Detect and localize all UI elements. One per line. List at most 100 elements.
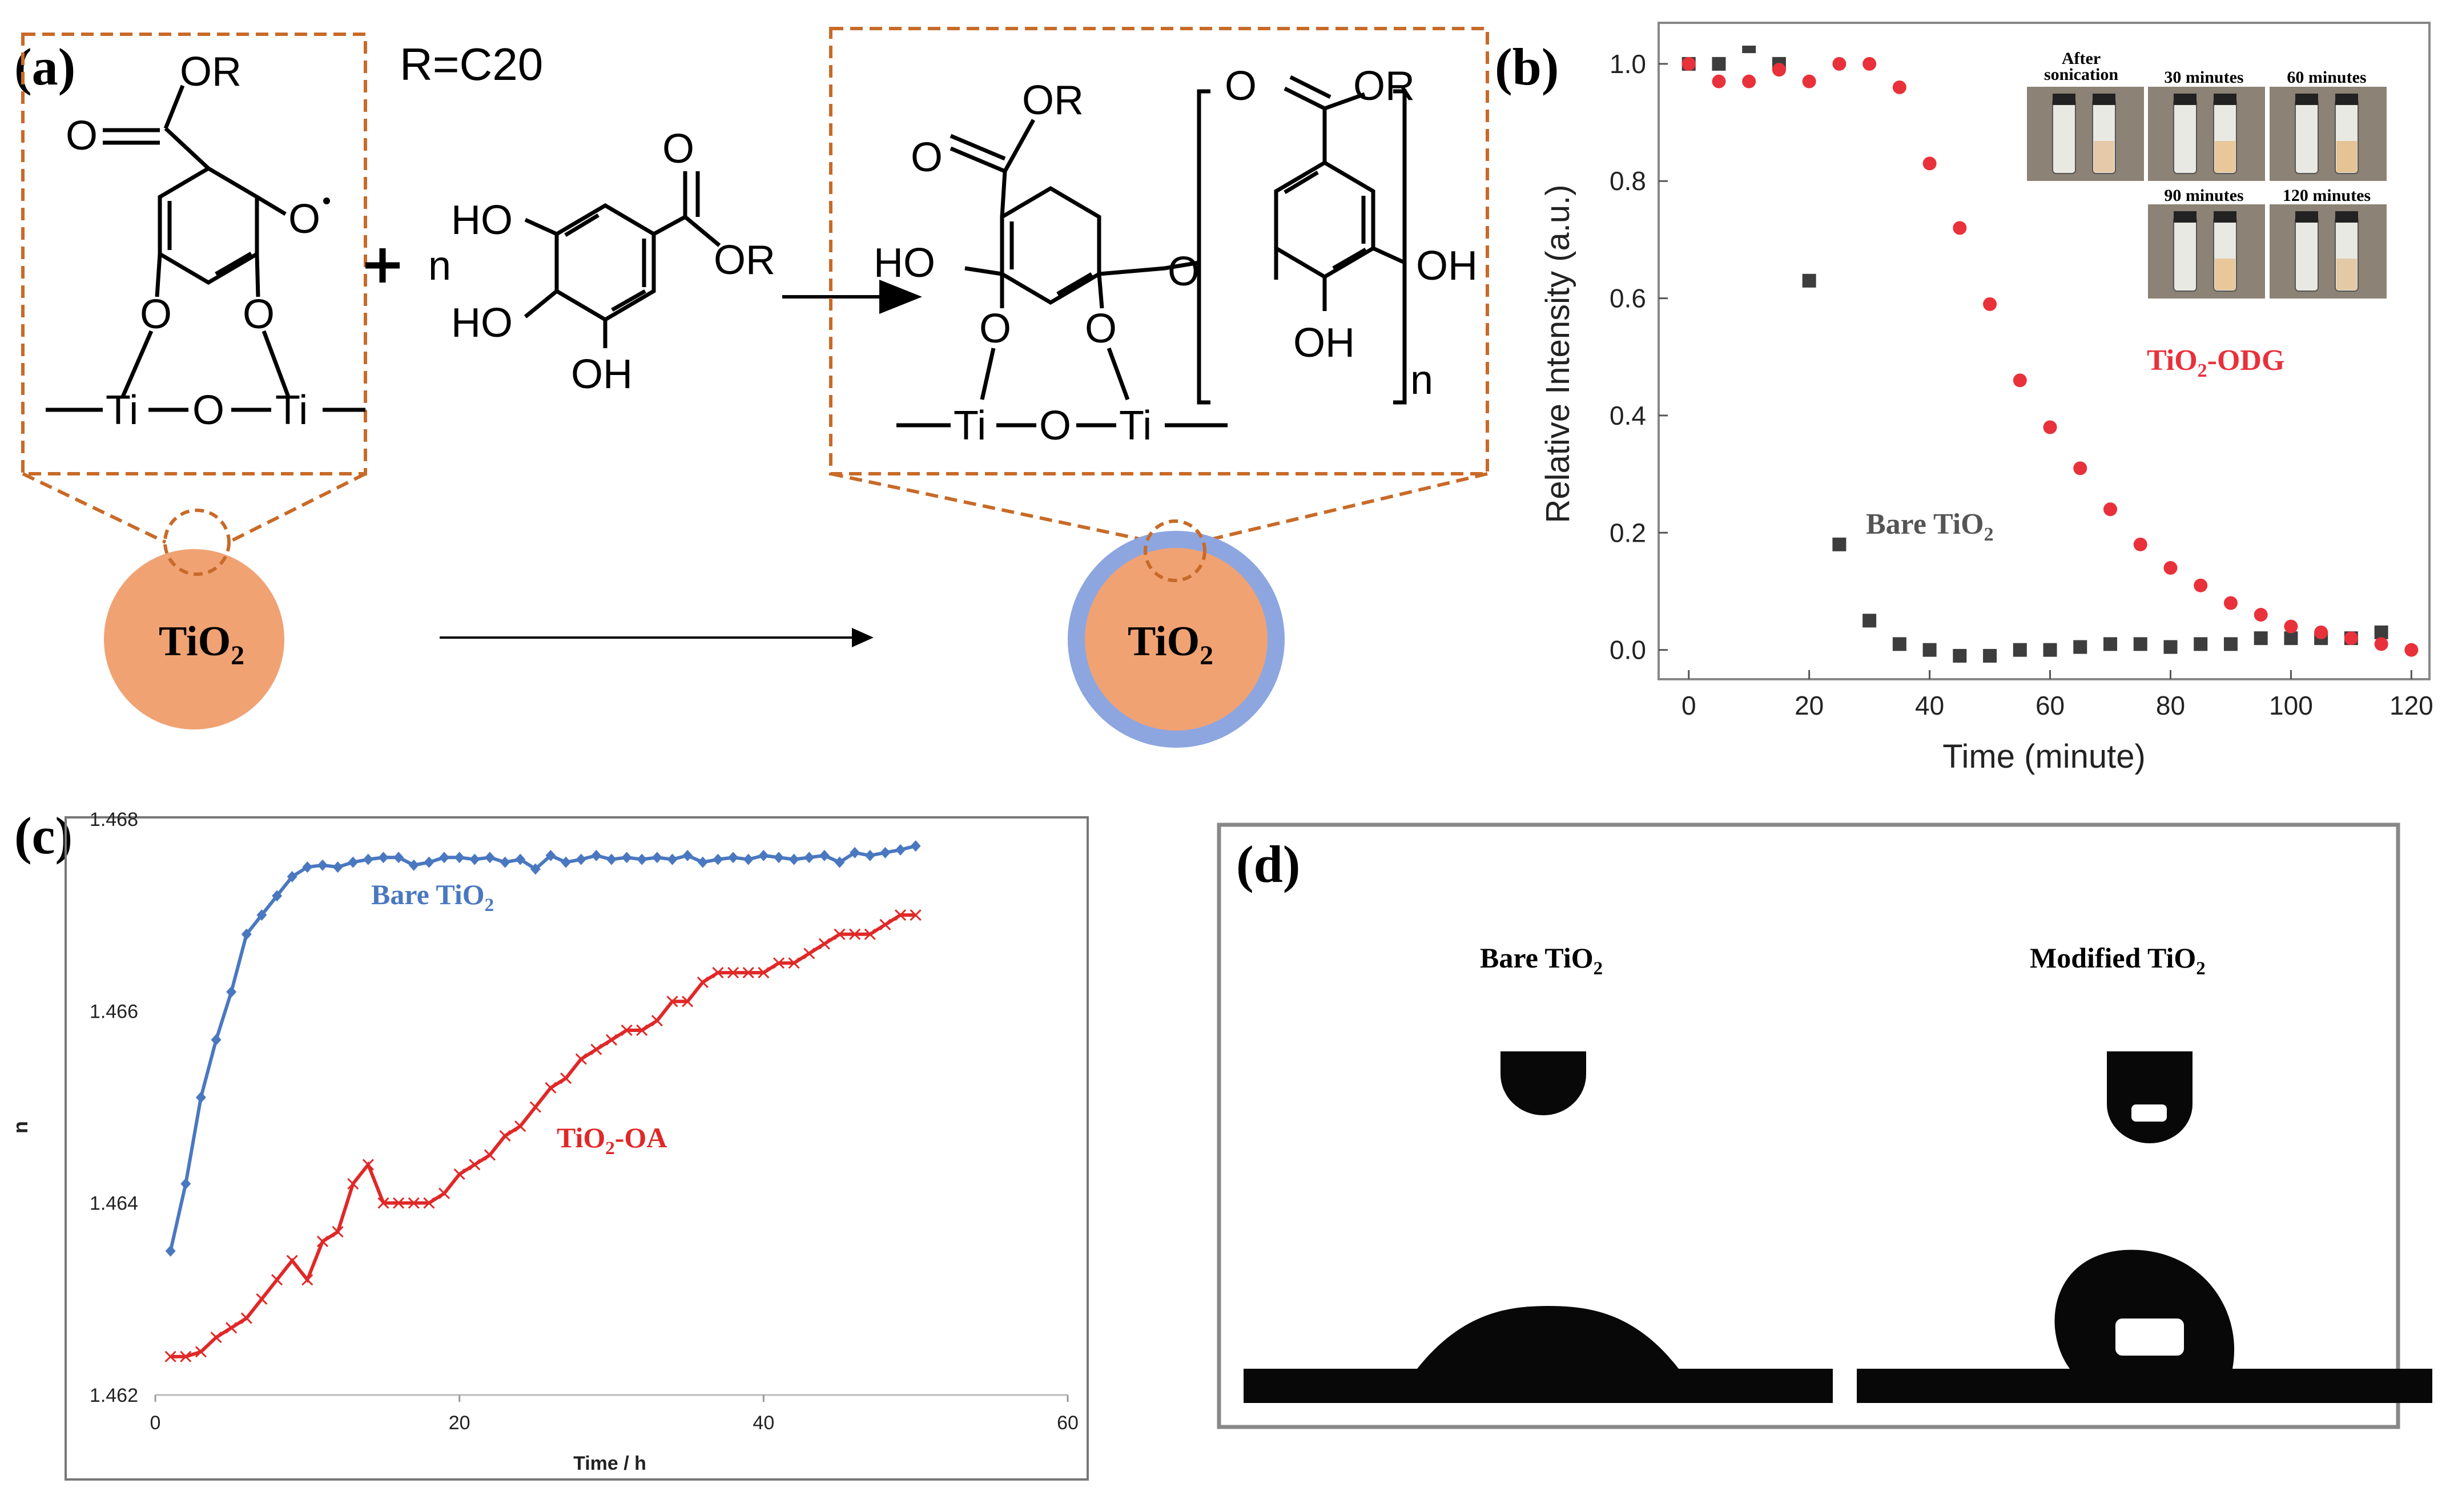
left-o1: O	[140, 292, 172, 337]
x-marker-stroke	[727, 967, 739, 979]
x-tick-label: 120	[2389, 691, 2433, 720]
tio2-oa-point	[286, 1255, 298, 1267]
vial-cap	[2295, 94, 2318, 105]
bare-tio2-point	[226, 986, 237, 998]
tio2-oa-point	[803, 947, 815, 959]
tio2-oa-point	[575, 1053, 587, 1065]
vial-sediment	[2336, 141, 2357, 172]
chart-c-frame	[65, 816, 1089, 1481]
x-marker-stroke	[195, 1346, 207, 1358]
bare-tio2-point	[1862, 614, 1877, 628]
bare-tio2-point	[1742, 46, 1756, 54]
bare-tio2-point	[1922, 643, 1937, 657]
x-tick-label: 0	[150, 1412, 161, 1434]
tio2-oa-point	[256, 1293, 268, 1305]
panel-d: (d) Bare TiO2 Modified TiO2	[1217, 822, 2432, 1429]
x-marker-stroke	[164, 1350, 176, 1362]
bare-tio2-point	[165, 1245, 176, 1257]
vial-cap	[2174, 211, 2197, 223]
right-o4: O	[1085, 306, 1117, 352]
vial-sediment	[2094, 141, 2114, 172]
right-o2: O	[1225, 63, 1257, 109]
bare-tio2-point	[2223, 637, 2238, 651]
bare-tio2-point	[211, 1034, 222, 1046]
tio2-odg-point	[2194, 578, 2208, 592]
tio2-odg-point	[1802, 74, 1816, 88]
x-marker-stroke	[575, 1053, 587, 1065]
bare-tio2-point	[895, 844, 906, 856]
tio2-odg-point	[2163, 561, 2178, 575]
right-or2: OR	[1353, 63, 1415, 109]
chart-b-points	[1681, 46, 2419, 663]
chart-c-xlabel: Time / h	[573, 1453, 646, 1474]
bare-tio2-point	[1892, 637, 1906, 651]
right-o1: O	[911, 135, 943, 180]
tio2-oa-point	[484, 1149, 496, 1161]
panel-b-label: (b)	[1495, 38, 1559, 96]
x-marker-stroke	[226, 1322, 238, 1334]
vial-photo	[2027, 87, 2144, 181]
inset-30min: 30 minutes	[2164, 68, 2243, 87]
x-marker-stroke	[560, 1072, 572, 1084]
tio2-oa-point	[666, 995, 678, 1007]
tio2-oa-point	[590, 1043, 602, 1055]
tio2-odg-point	[2344, 631, 2358, 646]
bare-tio2-point	[287, 870, 297, 882]
x-marker-stroke	[210, 1332, 222, 1344]
left-surface-fragment	[46, 84, 365, 412]
bare-tio2-point	[713, 853, 723, 865]
bare-tio2-point	[2073, 640, 2087, 654]
tio2-oa-point	[560, 1072, 572, 1084]
bare-substrate	[1244, 1369, 1833, 1403]
bare-tio2-point	[256, 909, 267, 921]
y-tick-label: 1.466	[90, 1001, 138, 1022]
tio2-oa-point	[393, 1197, 405, 1209]
vial-left	[2173, 216, 2197, 292]
vial-photo	[2148, 87, 2265, 181]
bare-tio2-point	[302, 861, 313, 873]
tio2-oa-point	[408, 1197, 420, 1209]
tio2-oa-point	[423, 1197, 435, 1209]
tio2-odg-point	[2043, 420, 2057, 434]
left-o2: O	[243, 292, 275, 337]
tio2-odg-point	[1983, 297, 1997, 311]
x-tick-label: 60	[1057, 1412, 1079, 1434]
chart-b-bare-label: Bare TiO2	[1866, 508, 1994, 545]
y-tick-label: 1.462	[90, 1385, 138, 1406]
tio2-oa-point	[514, 1120, 526, 1132]
x-marker-stroke	[301, 1274, 313, 1286]
bare-tio2-point	[2043, 643, 2057, 657]
x-marker-stroke	[362, 1159, 374, 1171]
x-marker-stroke	[803, 947, 815, 959]
tio2-odg-point	[1681, 57, 1696, 71]
vial-sediment	[2336, 259, 2357, 290]
tio2-oa-point	[788, 957, 800, 969]
bare-tio2-point	[378, 852, 389, 864]
tio2-oa-point	[727, 967, 739, 979]
gallate-atoms: O OR HO HO OH	[451, 126, 775, 397]
chart-b-xlabel: Time (minute)	[1942, 738, 2146, 775]
right-o3: O	[979, 306, 1011, 352]
bare-tio2-point	[348, 856, 359, 868]
bare-tio2-point	[500, 856, 510, 868]
x-marker-stroke	[712, 967, 724, 979]
left-o-bridge: O	[192, 388, 224, 433]
inset-60min: 60 minutes	[2287, 68, 2366, 87]
right-ho: HO	[874, 240, 935, 286]
x-marker-stroke	[499, 1130, 511, 1142]
chart-b-ylabel: Relative Intensity (a.u.)	[1539, 184, 1576, 523]
bare-tio2-point	[1983, 648, 1997, 663]
y-tick-label: 0.6	[1610, 284, 1646, 313]
tio2-oa-point	[316, 1235, 329, 1247]
tio2-oa-point	[651, 1015, 663, 1027]
vial-cap	[2093, 94, 2115, 105]
bare-tio2-point	[272, 890, 283, 902]
left-zoom-box	[21, 33, 367, 544]
tio2-oa-point	[712, 967, 724, 979]
tio2-odg-point	[1862, 57, 1877, 71]
gallate-or: OR	[714, 237, 775, 283]
x-marker-stroke	[605, 1034, 618, 1046]
bare-tio2-point	[850, 846, 860, 858]
x-marker-stroke	[286, 1255, 298, 1267]
bare-tio2-point	[530, 863, 541, 875]
